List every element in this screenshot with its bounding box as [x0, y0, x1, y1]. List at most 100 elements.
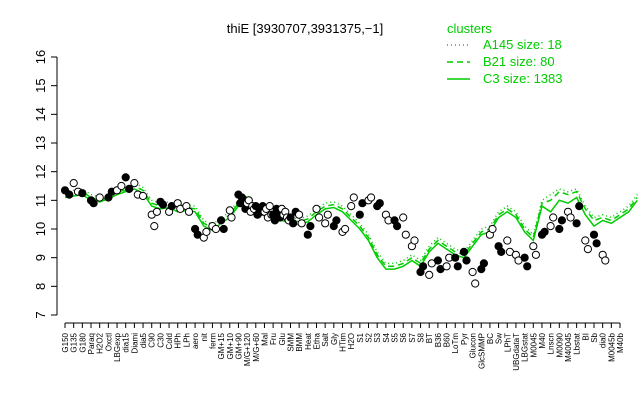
x-tick-label-38: S5 — [391, 332, 400, 342]
data-point-74 — [306, 222, 315, 231]
x-tick-label-43: B36 — [434, 332, 443, 347]
y-tick-label-9: 16 — [33, 50, 48, 64]
x-tick-label-22: M/G+60 — [252, 332, 261, 361]
data-point-112 — [471, 279, 480, 288]
data-point-85 — [355, 210, 364, 219]
data-point-35 — [219, 224, 228, 234]
data-point-78 — [323, 210, 332, 219]
data-point-136 — [575, 202, 584, 211]
x-tick-label-2: G180 — [78, 332, 87, 352]
x-tick-label-7: dia15 — [122, 332, 131, 352]
data-point-109 — [459, 247, 468, 256]
x-tick-label-60: BI — [581, 333, 590, 341]
data-point-130 — [549, 213, 558, 222]
x-tick-label-44: B60 — [443, 332, 452, 347]
data-points — [60, 173, 610, 288]
data-point-114 — [479, 259, 488, 268]
x-tick-label-59: Lbstat — [573, 332, 582, 355]
data-point-14 — [130, 179, 139, 188]
data-point-88 — [367, 193, 376, 202]
data-point-1 — [65, 190, 74, 199]
data-point-107 — [451, 253, 460, 262]
data-point-83 — [347, 202, 356, 211]
x-tick-label-3: Paraq — [87, 333, 96, 354]
data-point-132 — [557, 216, 567, 225]
legend-title: clusters — [447, 21, 492, 36]
y-axis: 7 8 9 10 11 12 13 14 15 16 — [33, 50, 58, 319]
legend-entry-0: A145 size: 18 — [483, 37, 562, 52]
data-point-33 — [211, 224, 220, 234]
x-tick-label-15: aero — [191, 332, 200, 349]
data-point-125 — [529, 242, 538, 251]
data-point-110 — [462, 256, 471, 265]
x-tick-label-30: Salt — [321, 332, 330, 347]
data-point-56 — [265, 202, 274, 211]
data-point-119 — [503, 236, 512, 245]
x-tick-label-1: G135 — [70, 332, 79, 352]
x-tick-label-46: Pyr — [460, 333, 469, 345]
data-point-137 — [581, 236, 590, 245]
x-tick-label-8: Diami — [130, 333, 139, 354]
x-tick-label-49: BC — [486, 333, 495, 344]
y-tick-label-7: 14 — [33, 107, 48, 121]
x-tick-label-26: SMM — [286, 333, 295, 352]
data-point-77 — [321, 219, 330, 228]
x-tick-label-19: GM+10 — [226, 332, 235, 359]
data-point-12 — [121, 173, 130, 182]
x-tick-label-36: S3 — [373, 332, 382, 342]
x-tick-label-14: LPh — [182, 333, 191, 347]
data-point-2 — [69, 179, 78, 188]
x-tick-label-48: GlcSMMP — [477, 333, 486, 369]
x-tick-label-34: S1 — [356, 332, 365, 342]
data-point-76 — [315, 213, 324, 222]
x-tick-label-40: S7 — [408, 332, 417, 342]
data-point-103 — [433, 256, 442, 265]
data-point-37 — [227, 213, 236, 222]
x-tick-label-58: M40045 — [564, 332, 573, 361]
data-point-7 — [95, 193, 104, 202]
x-tick-label-18: GM+15 — [217, 332, 226, 359]
data-point-31 — [202, 227, 211, 236]
x-tick-label-41: S8 — [417, 332, 426, 342]
x-axis: G150 G135 G180 Paraq H2O2 Oxctl LBGexp dia15 Dia… — [61, 322, 625, 371]
y-tick-label-2: 9 — [33, 254, 48, 261]
data-point-94 — [393, 222, 402, 231]
data-point-82 — [341, 224, 350, 234]
x-tick-label-9: dia5 — [139, 332, 148, 348]
series-lines — [64, 182, 638, 270]
y-tick-label-6: 13 — [33, 136, 48, 150]
x-tick-label-62: dia0 — [599, 332, 608, 348]
x-tick-label-55: M40 — [538, 332, 547, 348]
x-tick-label-57: M0090 — [555, 332, 564, 357]
data-point-118 — [497, 247, 506, 256]
data-point-126 — [531, 250, 541, 259]
x-tick-label-29: Etha — [312, 332, 321, 349]
x-tick-label-39: S6 — [399, 332, 408, 342]
x-tick-label-5: Oxctl — [104, 333, 113, 351]
x-tick-label-31: Gly — [330, 333, 339, 345]
data-point-16 — [138, 191, 148, 201]
data-point-142 — [601, 256, 610, 265]
data-point-90 — [375, 199, 384, 208]
data-point-108 — [453, 262, 462, 271]
chart-title: thiE [3930707,3931375,−1] — [227, 21, 384, 36]
data-point-71 — [295, 210, 304, 219]
x-tick-label-28: Heat — [304, 332, 313, 350]
x-tick-label-17: ferm — [208, 333, 217, 349]
data-point-4 — [78, 189, 87, 198]
data-point-27 — [184, 207, 194, 216]
x-tick-label-21: M/G+120 — [243, 332, 252, 366]
data-point-128 — [540, 227, 549, 236]
x-tick-label-45: LoTm — [451, 333, 460, 354]
x-tick-label-37: S4 — [382, 332, 391, 342]
data-point-101 — [425, 270, 434, 279]
y-tick-label-3: 10 — [33, 222, 48, 236]
data-point-124 — [523, 262, 532, 271]
data-point-73 — [303, 230, 312, 239]
data-point-11 — [117, 181, 126, 191]
x-tick-label-25: Glu — [278, 333, 287, 345]
data-point-19 — [152, 207, 161, 216]
x-tick-label-11: C30 — [156, 332, 165, 347]
data-point-6 — [89, 199, 98, 208]
